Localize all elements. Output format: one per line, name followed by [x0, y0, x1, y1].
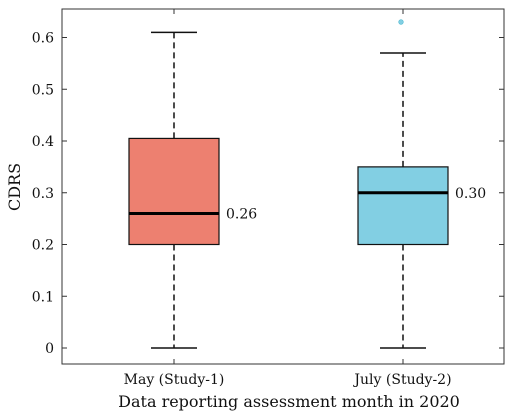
- outlier-point: [398, 19, 404, 25]
- x-tick-label: July (Study-2): [352, 372, 451, 388]
- y-tick-label: 0: [45, 341, 54, 357]
- plot-area: 0 0.1 0.2 0.3 0.4 0.5 0.6 May (Study-1) July (St…: [32, 8, 505, 388]
- x-axis-label: Data reporting assessment month in 2020: [118, 392, 460, 411]
- y-tick-label: 0.5: [32, 82, 54, 98]
- iqr-box: [357, 166, 449, 246]
- y-tick-label: 0.1: [32, 289, 54, 305]
- y-tick-label: 0.4: [32, 134, 54, 150]
- y-axis-label: CDRS: [5, 163, 24, 211]
- median-label: 0.30: [455, 186, 486, 202]
- median-label: 0.26: [226, 206, 257, 222]
- y-tick-label: 0.6: [32, 31, 54, 47]
- iqr-box: [128, 137, 220, 246]
- y-tick-label: 0.2: [32, 238, 54, 254]
- x-tick-label: May (Study-1): [124, 372, 225, 388]
- y-tick-label: 0.3: [32, 186, 54, 202]
- plot-frame: [61, 8, 505, 365]
